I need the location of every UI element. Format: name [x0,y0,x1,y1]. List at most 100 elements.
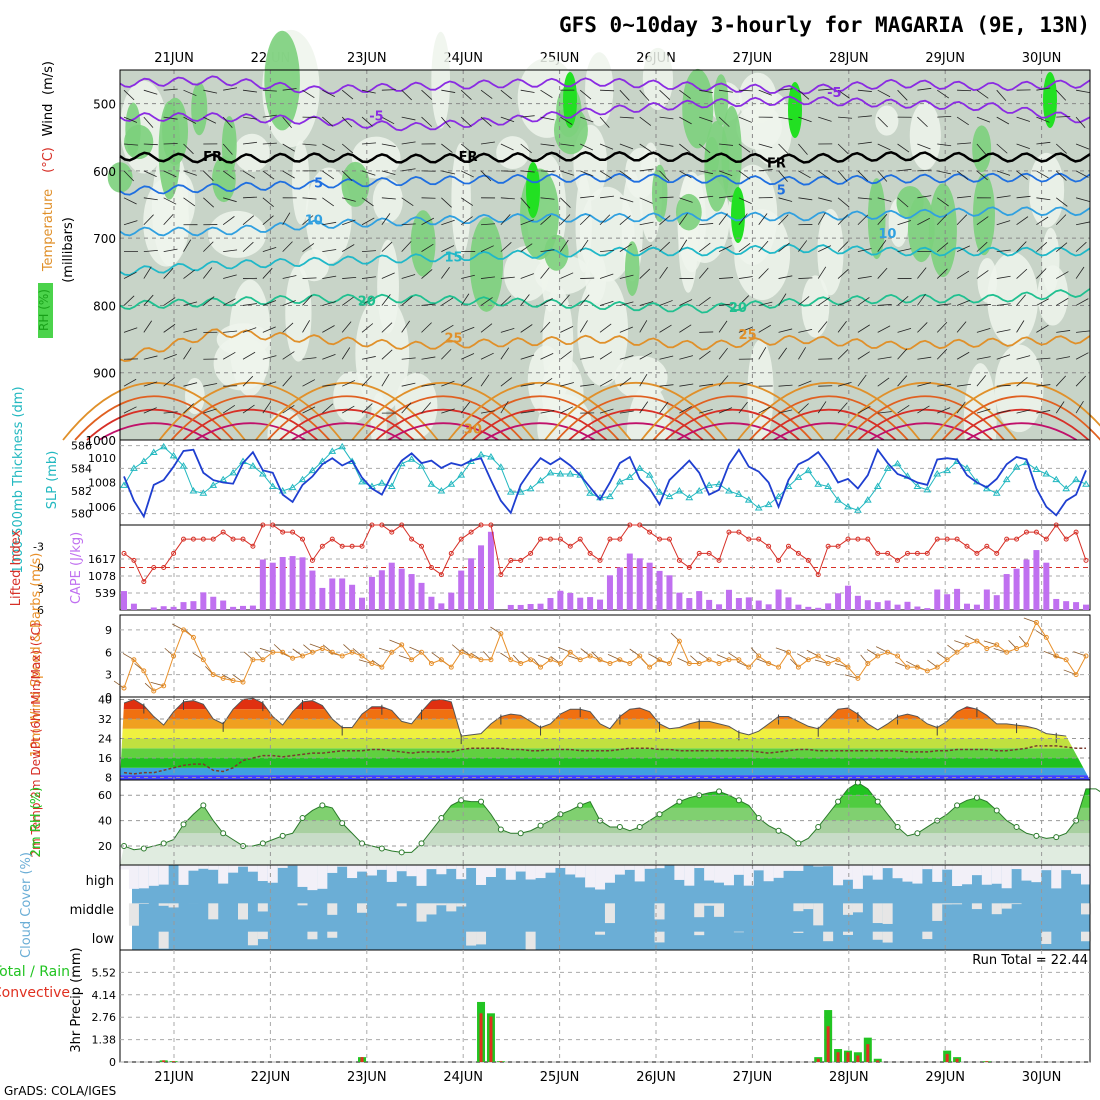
wind-barb [798,240,808,252]
cape-bar [1013,568,1020,610]
thickness-point [437,487,446,494]
wind-barb [520,89,535,93]
isotherm-20 [119,288,1091,314]
thickness-point [685,493,694,501]
wind-barb [540,170,555,173]
wind-speed-point [944,657,950,663]
wind-barb [500,116,515,123]
wind-barb [361,142,377,145]
surface-isotherm [459,395,620,441]
wind-barb [242,215,255,226]
precip-axis-label: 3hr Precip (mm) [69,947,84,1052]
wind-speed-point [230,678,236,684]
wind-barb [282,300,296,306]
wind-barb [619,274,634,279]
wind-barb [600,249,615,253]
li-point [895,557,901,563]
wind-barb [857,276,872,279]
wind-barb [500,89,513,100]
wind-barb [560,116,573,125]
wind-speed-point [914,664,920,670]
wind-barb [183,170,197,176]
wind-speed-point [676,638,682,644]
isotherm-5 [119,172,1091,196]
wind-speed-point [488,657,494,663]
thickness-point [209,481,218,488]
wind-barb [897,197,909,208]
wind-barb [857,197,872,200]
wind-speed-point [1014,646,1020,652]
rh-legend-swatch [38,283,53,338]
wind-barb [718,375,729,387]
cape-bar [904,601,911,610]
wind-barb [1075,241,1087,252]
wind-barb [520,294,530,306]
surface-isotherm [291,422,403,441]
wind-barb [956,321,967,333]
contour-label: 20 [358,294,376,309]
wind-barb [580,195,595,199]
wind-barb [897,375,908,387]
wind-barb [183,239,192,252]
wind-barb [600,89,615,92]
thickness-point [536,476,545,484]
wind-barb [143,266,152,279]
cloud-high-clear [257,865,268,882]
pressure-tick-label: 500 [93,98,116,112]
wind-barb [381,322,393,333]
wind-barb [579,89,592,100]
cloud-high-clear [842,865,853,880]
surface-isotherm [749,395,909,441]
wind-speed-point [835,657,841,663]
cloud-high-clear [595,865,606,890]
li-point [577,536,583,542]
thickness-point [695,487,704,494]
wind-barb [857,297,870,306]
wind-barb [699,383,714,387]
wind-barb [341,321,352,333]
wind-barb [976,116,991,123]
cloud-middle-clear [882,903,893,924]
wind-barb [699,223,714,226]
surface-isotherm [941,395,1100,441]
cloud-high-clear [684,865,695,886]
wind-barb [877,143,891,151]
li-point [964,543,970,549]
precip-convective-bar [846,1052,850,1062]
wind-barb [738,197,752,204]
li-point [676,557,682,563]
wind-barb [718,245,732,252]
wind-barb [282,88,297,91]
wind-barb [817,212,826,225]
contour-label: 15 [445,251,463,266]
wind-speed-point [994,642,1000,648]
cloud-high-clear [396,865,407,872]
rh-point [954,802,961,809]
surface-isotherm [86,409,222,441]
cape-bar [547,598,554,610]
cloud-high-clear [912,865,923,884]
cloud-high-clear [614,865,625,875]
wind-speed-point [716,660,722,666]
slp-tick-label: 1010 [88,452,116,465]
wind-barb [421,116,433,127]
cloud-middle-clear [952,903,963,905]
li-point [845,536,851,542]
wind-barb [223,274,237,279]
wind-barb [937,89,950,99]
cape-bar [676,592,683,610]
li-point [944,536,950,542]
li-point [389,529,395,535]
wind-barb [996,220,1011,226]
wind-barb [361,170,376,176]
cloud-high-clear [932,865,943,882]
wind-barb [123,327,138,333]
li-point [409,536,415,542]
cape-bar [1003,574,1010,610]
cloud-high-clear [247,865,258,872]
pressure-tick-label: 900 [93,367,116,381]
wind-barb [738,116,752,123]
thickness-point [1012,463,1021,470]
wind-barb [679,116,692,125]
cloud-high-clear [1021,865,1032,881]
